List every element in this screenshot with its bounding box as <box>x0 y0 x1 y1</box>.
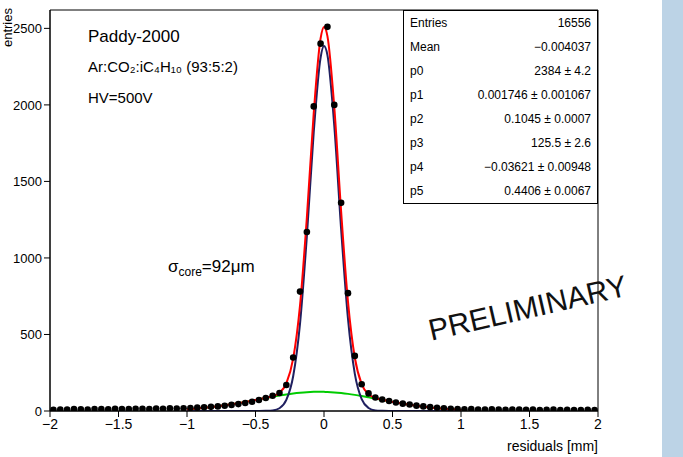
svg-text:HV=500V: HV=500V <box>88 89 153 106</box>
html-text:0.1045 ± 0.0007: 0.1045 ± 0.0007 <box>504 112 591 126</box>
svg-text:1: 1 <box>457 416 465 432</box>
svg-text:−1: −1 <box>179 416 195 432</box>
html-text:125.5 ± 2.6: 125.5 ± 2.6 <box>531 136 591 150</box>
svg-text:2000: 2000 <box>13 98 42 113</box>
svg-text:Ar:CO₂:iC₄H₁₀ (93:5:2): Ar:CO₂:iC₄H₁₀ (93:5:2) <box>88 58 238 75</box>
svg-text:residuals [mm]: residuals [mm] <box>507 438 598 454</box>
html-text:0.4406 ± 0.0067: 0.4406 ± 0.0067 <box>504 184 591 198</box>
html-text:p2: p2 <box>410 112 424 126</box>
html-text:−0.004037: −0.004037 <box>533 40 591 54</box>
html-text:16556: 16556 <box>557 16 591 30</box>
html-text:−0.03621 ± 0.00948: −0.03621 ± 0.00948 <box>484 160 591 174</box>
svg-text:0: 0 <box>320 416 328 432</box>
html-text:p4: p4 <box>410 160 424 174</box>
svg-text:Paddy-2000: Paddy-2000 <box>88 27 180 46</box>
svg-text:σcore=92μm: σcore=92μm <box>168 257 255 279</box>
svg-text:1.5: 1.5 <box>520 416 540 432</box>
html-text:p0: p0 <box>410 64 424 78</box>
svg-text:500: 500 <box>20 327 42 342</box>
svg-text:−0.5: −0.5 <box>242 416 270 432</box>
svg-text:−1.5: −1.5 <box>105 416 133 432</box>
svg-text:0.5: 0.5 <box>383 416 403 432</box>
html-text:0.001746 ± 0.001067: 0.001746 ± 0.001067 <box>477 88 591 102</box>
svg-text:2500: 2500 <box>13 21 42 36</box>
html-text:Entries: Entries <box>410 16 448 30</box>
svg-text:1000: 1000 <box>13 251 42 266</box>
svg-text:0: 0 <box>35 404 42 419</box>
html-text:p5: p5 <box>410 184 424 198</box>
html-text:2384 ± 4.2: 2384 ± 4.2 <box>534 64 591 78</box>
html-text:p1: p1 <box>410 88 424 102</box>
html-text:Mean: Mean <box>410 40 440 54</box>
html-text:p3: p3 <box>410 136 424 150</box>
svg-text:−2: −2 <box>42 416 58 432</box>
svg-text:2: 2 <box>594 416 602 432</box>
svg-text:entries: entries <box>0 8 15 48</box>
svg-text:PRELIMINARY: PRELIMINARY <box>425 269 630 347</box>
svg-text:1500: 1500 <box>13 174 42 189</box>
